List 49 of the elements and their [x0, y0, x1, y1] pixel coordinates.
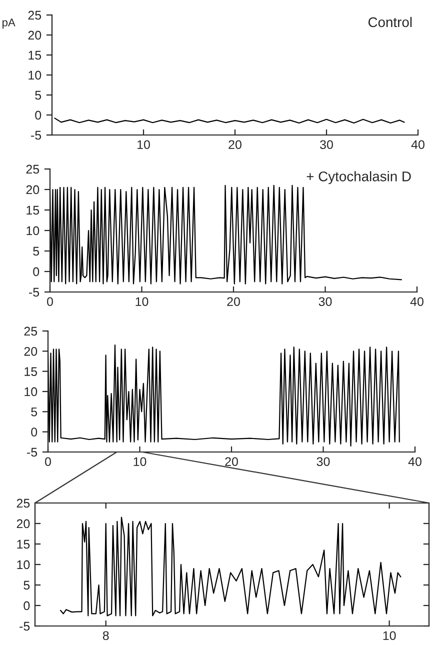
y-tick-label: 20 [16, 519, 30, 528]
annotation: + Cytochalasin D [306, 171, 411, 184]
x-tick-label: 20 [228, 140, 242, 150]
x-tick-label: 8 [102, 631, 109, 640]
x-tick-label: 0 [45, 457, 51, 466]
y-tick-label: 15 [26, 206, 40, 215]
y-tick-label: 20 [28, 30, 42, 40]
line-series [50, 184, 402, 284]
y-tick-label: 0 [35, 110, 42, 120]
y-tick-label: 25 [28, 10, 42, 20]
y-tick-label: 5 [31, 408, 38, 416]
x-tick-label: 10 [136, 297, 148, 306]
y-tick-label: -5 [20, 622, 30, 631]
y-tick-label: 25 [26, 164, 40, 174]
y-tick-label: 10 [24, 387, 38, 396]
y-tick-label: 25 [16, 498, 30, 508]
x-tick-label: 20 [225, 457, 238, 466]
y-tick-label: 10 [26, 226, 40, 236]
x-tick-label: 40 [410, 297, 424, 306]
y-tick-label: 10 [28, 70, 42, 80]
x-tick-label: 40 [411, 140, 424, 150]
annotation: Control [368, 16, 412, 28]
y-tick-label: 15 [24, 367, 38, 376]
y-tick-label: 0 [24, 601, 30, 610]
line-series [60, 516, 402, 616]
y-tick-label: 20 [26, 185, 40, 194]
line-series [48, 344, 400, 447]
y-tick-label: -5 [31, 130, 42, 140]
x-tick-label: 0 [47, 297, 53, 306]
y-tick-label: 5 [24, 580, 30, 590]
y-tick-label: 15 [28, 50, 42, 60]
x-tick-label: 30 [320, 140, 333, 150]
y-tick-label: 0 [33, 267, 40, 276]
y-tick-label: 25 [24, 326, 38, 336]
x-tick-label: 40 [408, 457, 422, 466]
x-tick-label: 20 [227, 297, 240, 306]
y-tick-label: 10 [17, 560, 30, 570]
y-tick-label: -5 [27, 448, 38, 457]
y-tick-label: 0 [31, 428, 38, 436]
y-tick-label: -5 [29, 288, 40, 297]
x-tick-label: 30 [318, 297, 332, 306]
y-tick-label: 15 [17, 540, 30, 549]
y-tick-label: 5 [35, 90, 42, 100]
y-tick-label: 5 [33, 246, 40, 256]
x-tick-label: 10 [134, 457, 146, 466]
y-axis-title: pA [2, 18, 16, 29]
y-tick-label: 20 [24, 346, 38, 356]
x-tick-label: 30 [316, 457, 330, 466]
x-tick-label: 10 [138, 140, 150, 150]
